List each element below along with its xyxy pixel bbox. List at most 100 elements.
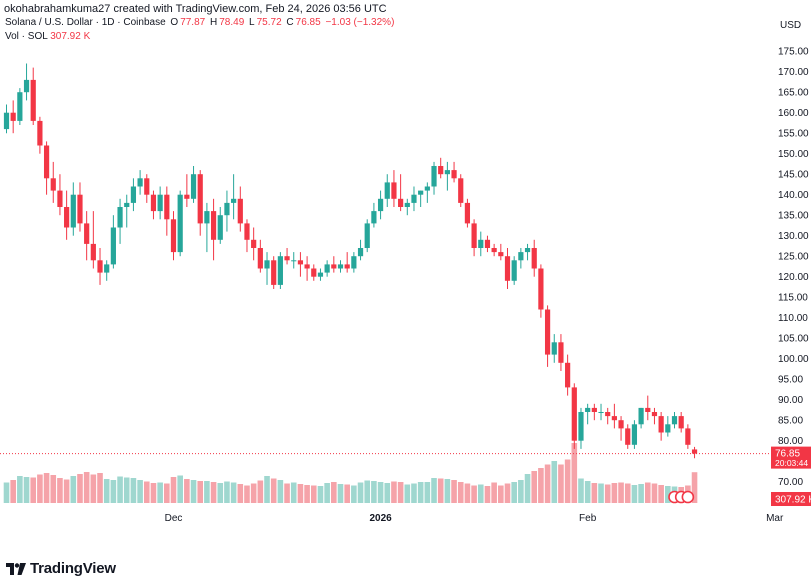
candle-body [231, 198, 237, 203]
volume-bar [538, 468, 544, 503]
change-value: −1.03 (−1.32%) [325, 17, 395, 28]
candle [304, 256, 310, 281]
candle [538, 264, 544, 318]
candle [144, 174, 150, 203]
volume-bar [43, 473, 50, 503]
volume-bar [364, 480, 371, 503]
candle [70, 182, 76, 236]
candle-body [444, 170, 450, 175]
candle [231, 174, 237, 220]
volume-bar [591, 483, 598, 503]
volume-bar [598, 483, 604, 503]
candle [371, 202, 377, 228]
candle [411, 186, 417, 212]
candle-body [685, 428, 691, 445]
volume-bar [70, 476, 77, 503]
volume-bar [97, 473, 103, 503]
candle-body [645, 407, 651, 412]
candle-body [665, 424, 671, 433]
volume-bar [651, 483, 658, 503]
candle-body [297, 260, 304, 265]
volume-bar [511, 482, 517, 503]
volume-bar [431, 478, 437, 503]
candle-body [464, 202, 471, 224]
candle [164, 186, 170, 236]
y-tick-label: 145.00 [778, 170, 809, 181]
candle [638, 407, 644, 429]
volume-bar [451, 480, 457, 503]
candle [337, 260, 344, 273]
candle [645, 395, 651, 421]
candle-body [43, 145, 50, 179]
volume-bar [471, 485, 477, 503]
y-tick-label: 90.00 [778, 395, 803, 406]
volume-bar [63, 479, 70, 503]
volume-bar [284, 483, 290, 503]
candle [384, 174, 390, 207]
candle-body [170, 219, 177, 253]
candle-body [611, 416, 617, 421]
volume-bar [638, 484, 644, 503]
candle [97, 248, 103, 285]
volume-bar [110, 480, 117, 503]
y-tick-label: 170.00 [778, 67, 809, 78]
symbol-title[interactable]: Solana / U.S. Dollar · 1D · Coinbase [5, 17, 166, 28]
candle-body [97, 260, 103, 273]
candle [685, 424, 691, 449]
volume-bar [404, 484, 411, 503]
candle-body [304, 264, 310, 269]
candle [37, 116, 43, 154]
y-tick-label: 100.00 [778, 354, 809, 365]
last-price-badge [771, 446, 811, 469]
volume-bar [484, 486, 491, 503]
tradingview-logo[interactable]: TradingView [6, 560, 116, 577]
close-label: C [286, 17, 294, 28]
candle-body [90, 243, 96, 261]
volume-bar [270, 478, 277, 503]
volume-bar [30, 477, 37, 503]
candle [605, 407, 611, 425]
volume-bar [631, 485, 638, 503]
y-tick-label: 140.00 [778, 190, 809, 201]
candle [478, 231, 484, 257]
candle [104, 260, 110, 281]
last-price-value: 76.85 [775, 449, 800, 460]
candle [237, 186, 243, 232]
candle-body [458, 178, 464, 203]
candle-body [351, 256, 357, 269]
candle-body [144, 178, 150, 195]
volume-bar [137, 480, 143, 503]
candle [438, 157, 444, 179]
open-value: 77.87 [180, 17, 206, 28]
volume-bar [344, 484, 350, 503]
volume-bar [624, 483, 631, 503]
candle [43, 141, 50, 195]
candle [77, 182, 83, 232]
volume-bar [571, 443, 578, 503]
candle-body [224, 202, 230, 216]
open-label: O [170, 17, 179, 28]
candle [471, 219, 477, 257]
candle-body [237, 198, 243, 224]
candle [484, 235, 491, 253]
volume-bar [665, 486, 671, 503]
candle [124, 194, 130, 228]
volume-label[interactable]: Vol · SOL [5, 31, 48, 42]
candle [651, 407, 658, 425]
candle-body [418, 190, 424, 195]
candle-body [184, 194, 190, 199]
candle-body [451, 170, 457, 179]
candle-body [10, 112, 16, 121]
y-tick-label: 125.00 [778, 252, 809, 263]
close-value: 76.85 [295, 17, 321, 28]
candle-body [678, 416, 684, 429]
candle-body [478, 239, 484, 248]
y-tick-label: 150.00 [778, 149, 809, 160]
volume-bar [90, 474, 97, 503]
candle-body [284, 256, 290, 261]
y-tick-label: 110.00 [778, 313, 808, 324]
volume-bar [184, 479, 190, 503]
y-tick-label: 155.00 [778, 129, 809, 140]
volume-bar [544, 464, 551, 503]
